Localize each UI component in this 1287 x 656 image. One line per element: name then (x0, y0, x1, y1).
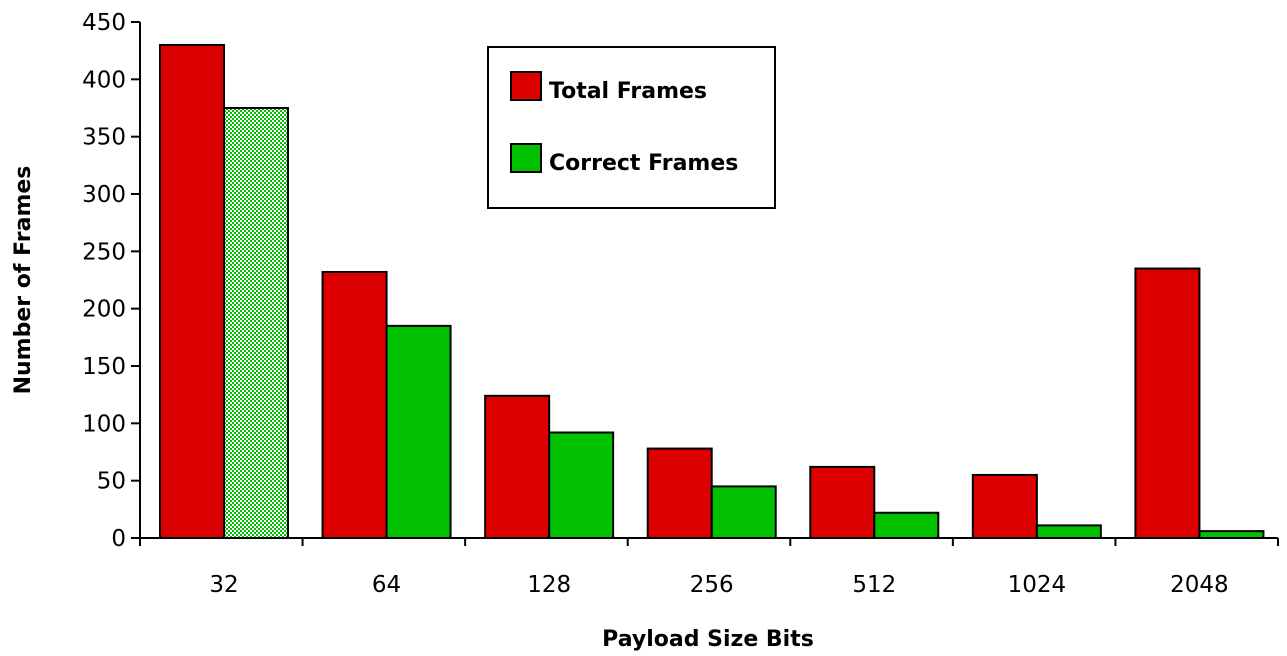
bar-total-frames-2048 (1134, 267, 1201, 539)
x-tick-label: 32 (209, 572, 238, 598)
x-tick-label: 1024 (1008, 572, 1067, 598)
bar-correct-frames-512 (873, 511, 940, 539)
y-tick-label: 300 (82, 182, 126, 208)
y-tick-label: 50 (97, 469, 126, 495)
bar-total-frames-256 (646, 447, 713, 539)
y-tick-label: 250 (82, 239, 126, 265)
bars-group (159, 43, 1265, 540)
legend-swatch-total-frames (510, 71, 542, 101)
bar-total-frames-1024 (971, 473, 1038, 539)
y-tick-label: 200 (82, 297, 126, 323)
x-axis: 32 64 128 256 512 1024 2048 (139, 537, 1279, 598)
y-axis: 0 50 100 150 200 250 300 350 400 450 (82, 10, 141, 552)
y-axis-title: Number of Frames (11, 166, 36, 395)
y-tick-label: 150 (82, 354, 126, 380)
y-tick-label: 450 (82, 10, 126, 36)
x-tick-label: 512 (852, 572, 896, 598)
y-tick-label: 100 (82, 411, 126, 437)
x-tick-label: 256 (690, 572, 734, 598)
bar-correct-frames-32 (223, 107, 289, 539)
bar-total-frames-512 (809, 465, 876, 540)
bar-correct-frames-64 (385, 324, 452, 539)
legend-label-correct-frames: Correct Frames (549, 151, 738, 176)
x-tick-label: 2048 (1170, 572, 1229, 598)
bar-correct-frames-256 (710, 485, 777, 539)
y-tick-label: 400 (82, 67, 126, 93)
y-tick-label: 350 (82, 125, 126, 151)
bar-total-frames-64 (321, 270, 388, 539)
bar-total-frames-128 (484, 394, 551, 539)
bar-total-frames-32 (159, 43, 225, 540)
x-tick-label: 128 (527, 572, 571, 598)
bar-correct-frames-2048 (1198, 530, 1265, 539)
x-tick-label: 64 (372, 572, 401, 598)
legend: Total Frames Correct Frames (487, 46, 776, 209)
bar-correct-frames-128 (548, 431, 615, 539)
x-axis-title: Payload Size Bits (602, 627, 814, 652)
legend-label-total-frames: Total Frames (549, 79, 707, 104)
y-tick-label: 0 (111, 526, 126, 552)
bar-correct-frames-1024 (1035, 524, 1102, 539)
legend-swatch-correct-frames (510, 143, 542, 173)
